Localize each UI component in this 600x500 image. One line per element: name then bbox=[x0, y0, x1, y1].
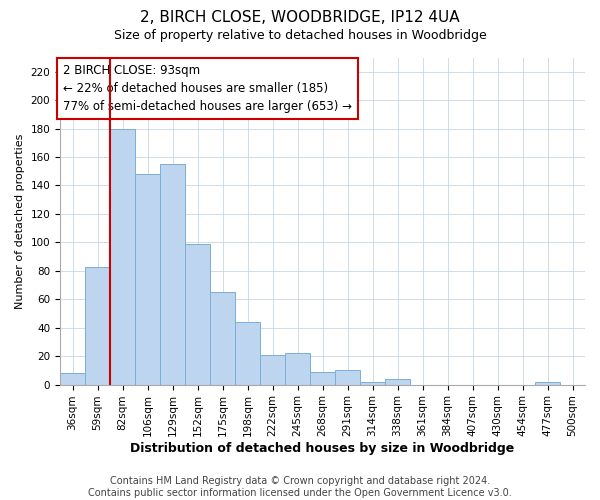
Bar bbox=[210, 292, 235, 384]
X-axis label: Distribution of detached houses by size in Woodbridge: Distribution of detached houses by size … bbox=[130, 442, 515, 455]
Bar bbox=[360, 382, 385, 384]
Text: Size of property relative to detached houses in Woodbridge: Size of property relative to detached ho… bbox=[113, 29, 487, 42]
Bar bbox=[260, 354, 285, 384]
Bar bbox=[535, 382, 560, 384]
Bar bbox=[160, 164, 185, 384]
Bar bbox=[385, 379, 410, 384]
Text: Contains HM Land Registry data © Crown copyright and database right 2024.
Contai: Contains HM Land Registry data © Crown c… bbox=[88, 476, 512, 498]
Bar bbox=[110, 128, 135, 384]
Bar bbox=[135, 174, 160, 384]
Bar bbox=[85, 266, 110, 384]
Y-axis label: Number of detached properties: Number of detached properties bbox=[15, 134, 25, 308]
Text: 2 BIRCH CLOSE: 93sqm
← 22% of detached houses are smaller (185)
77% of semi-deta: 2 BIRCH CLOSE: 93sqm ← 22% of detached h… bbox=[62, 64, 352, 113]
Bar bbox=[60, 373, 85, 384]
Text: 2, BIRCH CLOSE, WOODBRIDGE, IP12 4UA: 2, BIRCH CLOSE, WOODBRIDGE, IP12 4UA bbox=[140, 10, 460, 25]
Bar bbox=[310, 372, 335, 384]
Bar bbox=[335, 370, 360, 384]
Bar bbox=[185, 244, 210, 384]
Bar bbox=[285, 354, 310, 384]
Bar bbox=[235, 322, 260, 384]
